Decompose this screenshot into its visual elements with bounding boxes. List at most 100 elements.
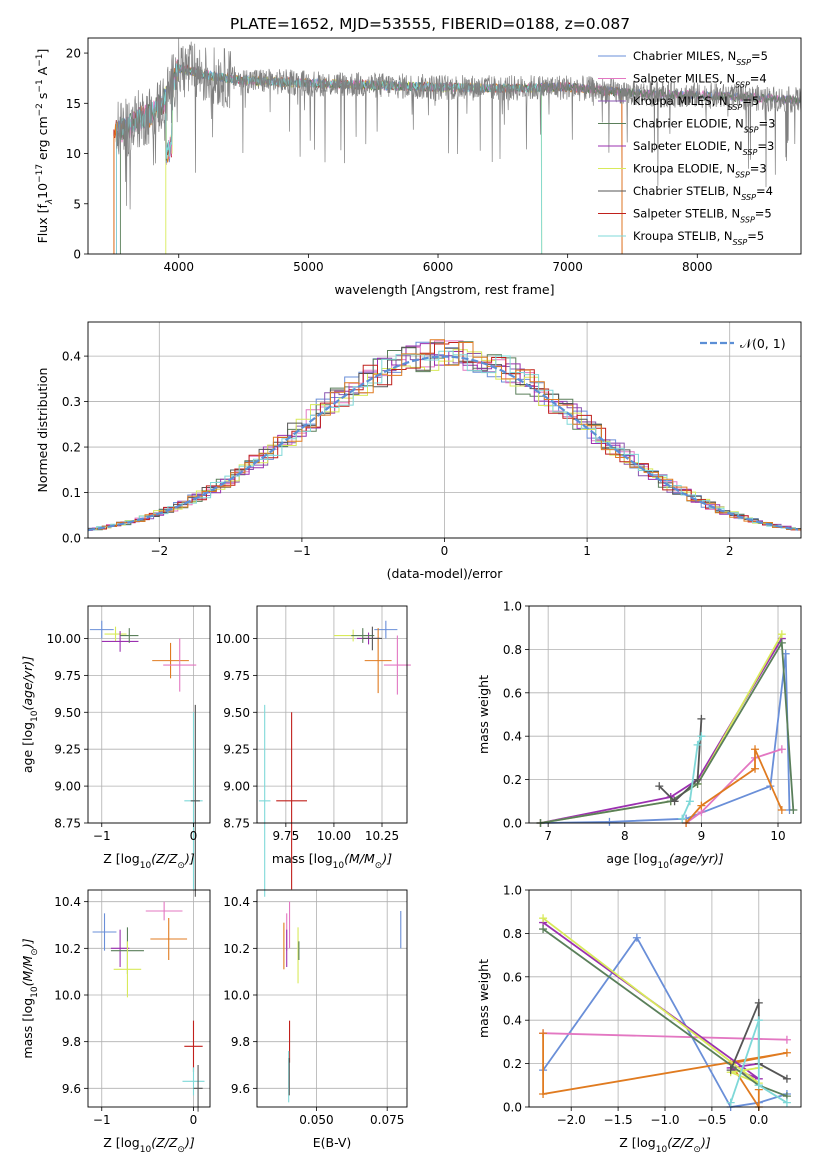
legend-pre: Chabrier MILES, N: [633, 49, 736, 63]
legend-entry: Kroupa STELIB, NSSP=5: [633, 229, 764, 247]
weight-point: [693, 740, 702, 749]
y-tick-label: 8.75: [223, 817, 250, 831]
weight-point: [678, 814, 687, 823]
legend-post: =5: [751, 49, 768, 63]
y-tick-label: 0.1: [62, 486, 81, 500]
x-tick-label: −2: [150, 544, 168, 558]
weight-point: [782, 1035, 791, 1044]
x-tick-label: 0.050: [299, 1113, 333, 1127]
x-tick-label: 6000: [423, 260, 454, 274]
x-tick-label: 10.00: [317, 829, 351, 843]
weight-point: [693, 775, 702, 784]
weight-point: [670, 797, 679, 806]
legend-pre: Kroupa STELIB, N: [633, 229, 733, 243]
weight-point: [697, 801, 706, 810]
y-tick-label: 0.2: [503, 773, 522, 787]
label-part: −1: [35, 54, 45, 67]
y-tick-label: 9.50: [223, 706, 250, 720]
label-part: mass [log: [20, 998, 35, 1059]
weight-point: [782, 1048, 791, 1057]
weight-series-kroupa_stelib: [681, 735, 703, 820]
label-part: 10: [140, 1145, 152, 1155]
label-part: −2: [35, 103, 45, 116]
legend-post: =4: [756, 184, 773, 198]
y-tick-label: 0.6: [503, 686, 522, 700]
label-part: mass [log: [272, 851, 333, 866]
weight-point: [632, 933, 641, 942]
y-tick-label: 0: [73, 248, 81, 262]
y-tick-label: 0.3: [62, 395, 81, 409]
legend-entry: Salpeter MILES, NSSP=4: [633, 72, 767, 90]
legend-entry: Kroupa MILES, NSSP=5: [633, 94, 759, 112]
legend-sub: SSP: [740, 215, 755, 224]
y-tick-label: 0.8: [503, 643, 522, 657]
legend-pre: Chabrier ELODIE, N: [633, 117, 744, 131]
y-tick-label: 10.0: [54, 989, 81, 1003]
y-tick-label: 9.6: [231, 1082, 250, 1096]
weight-point: [685, 797, 694, 806]
y-tick-label: 0.8: [503, 927, 522, 941]
x-tick-label: 8000: [682, 260, 713, 274]
y-tick-label: 0.2: [62, 441, 81, 455]
axes-frame: [256, 605, 408, 824]
label-part: 10: [30, 710, 40, 722]
y-tick-label: 9.25: [223, 743, 250, 757]
label-part: ]: [35, 49, 50, 54]
x-tick-label: 10: [770, 829, 785, 843]
model-spectrum-orange: [113, 61, 623, 254]
x-tick-label: 9: [698, 829, 706, 843]
legend-pre: Chabrier STELIB, N: [633, 184, 741, 198]
x-tick-label: −1: [293, 544, 311, 558]
label-part: 10: [658, 861, 670, 871]
spectrum-lines: [113, 38, 801, 254]
label-part: s: [35, 93, 50, 104]
weight-point: [539, 925, 548, 934]
x-tick-label: 0: [190, 1113, 198, 1127]
label-part: age [log: [20, 722, 35, 773]
weight-point: [697, 714, 706, 723]
y-tick-label: 10.00: [47, 632, 81, 646]
x-tick-label: −1.0: [650, 1113, 679, 1127]
axes-frame: [87, 37, 802, 255]
legend-sub: SSP: [744, 125, 759, 134]
x-tick-label: −0.5: [697, 1113, 726, 1127]
label-part: )]: [20, 938, 35, 949]
legend-entry: Salpeter ELODIE, NSSP=3: [633, 139, 774, 157]
label-part: Z [log: [619, 1135, 655, 1150]
axes-frame: [256, 889, 408, 1108]
mass-vs-z-panel: −1 09.69.810.010.210.4Z [log10(Z/Z⊙)]mass…: [20, 889, 211, 1155]
label-part: 10: [656, 1145, 668, 1155]
label-part: Flux [f: [35, 204, 50, 244]
x-tick-label: 1: [583, 544, 591, 558]
weight-point: [751, 764, 760, 773]
weight-point: [697, 732, 706, 741]
weight-point: [539, 1029, 548, 1038]
label-part: (age/yr)]: [20, 656, 35, 711]
legend-pre: Salpeter ELODIE, N: [633, 139, 743, 153]
y-tick-label: 9.00: [54, 780, 81, 794]
x-axis-label: (data-model)/error: [387, 566, 504, 581]
label-part: ⊙: [177, 861, 185, 871]
x-axis-label: E(B-V): [313, 1135, 352, 1150]
label-part: A: [35, 66, 50, 79]
x-tick-label: −2.0: [557, 1113, 586, 1127]
legend-entry: Kroupa ELODIE, NSSP=3: [633, 162, 767, 180]
y-tick-label: 0.4: [62, 350, 81, 364]
label-part: ⊙: [177, 1145, 185, 1155]
weight-point: [726, 1098, 735, 1107]
y-tick-label: 5: [73, 197, 81, 211]
label-part: (Z/Z: [151, 851, 178, 866]
x-axis-label: Z [log10(Z/Z⊙)]: [103, 851, 195, 871]
weight-point: [754, 998, 763, 1007]
y-axis-label: mass weight: [476, 675, 491, 754]
x-tick-label: 5000: [293, 260, 324, 274]
y-axis-label: age [log10(age/yr)]: [20, 656, 40, 773]
label-part: (Z/Z: [667, 1135, 694, 1150]
y-axis-label: mass weight: [476, 959, 491, 1038]
label-part: 10: [30, 986, 40, 998]
weight-series-salpeter_miles: [543, 1032, 787, 1041]
histograms: [88, 339, 801, 532]
y-tick-label: 10.4: [223, 895, 250, 909]
weight-series-salpeter_miles: [685, 748, 783, 824]
